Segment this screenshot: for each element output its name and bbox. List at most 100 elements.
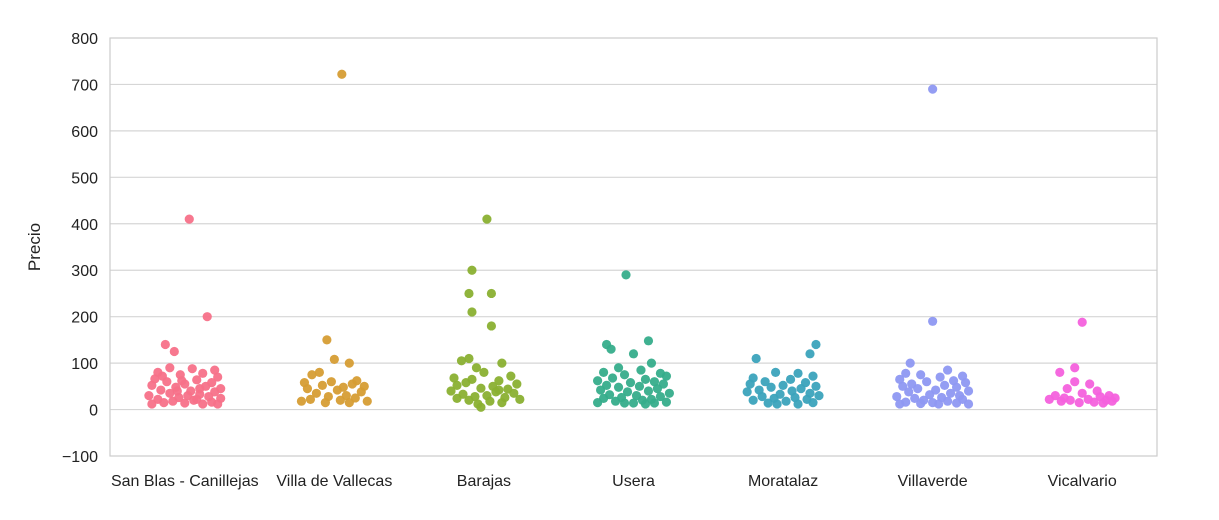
data-point — [661, 371, 672, 381]
data-point — [159, 397, 169, 408]
data-point — [625, 378, 636, 388]
data-point — [960, 378, 971, 388]
data-point — [649, 398, 660, 408]
grid-lines — [110, 83, 1157, 411]
data-point — [643, 336, 654, 346]
data-point — [643, 386, 654, 396]
y-tick-label: 600 — [71, 124, 98, 141]
data-point — [494, 385, 504, 395]
data-point — [192, 394, 202, 404]
data-point — [916, 398, 926, 409]
data-point — [607, 373, 618, 383]
data-point — [213, 372, 223, 382]
data-points — [144, 69, 1120, 412]
data-point — [910, 393, 920, 404]
y-tick-label: 100 — [71, 356, 98, 373]
data-point — [664, 388, 674, 398]
data-point — [636, 365, 646, 375]
data-point — [1070, 377, 1080, 387]
data-point — [184, 214, 194, 224]
data-point — [485, 396, 495, 406]
data-point — [934, 399, 944, 409]
data-point — [640, 374, 651, 384]
data-point — [356, 387, 366, 397]
data-point — [905, 358, 915, 368]
data-point — [147, 399, 157, 409]
data-point — [943, 365, 953, 375]
data-point — [344, 358, 354, 368]
data-point — [311, 388, 322, 398]
data-point — [646, 358, 657, 368]
data-point — [598, 367, 609, 377]
data-point — [652, 384, 663, 394]
data-point — [1062, 384, 1072, 394]
x-tick-labels: San Blas - Canillejas Villa de Vallecas Ba… — [111, 473, 1117, 490]
x-tick-label: Usera — [612, 473, 655, 490]
y-tick-label: 200 — [71, 310, 98, 327]
data-point — [943, 396, 953, 406]
data-point — [895, 399, 905, 409]
data-point — [497, 397, 507, 408]
data-point — [192, 375, 202, 385]
data-point — [338, 382, 348, 392]
data-point — [742, 387, 752, 397]
data-point — [628, 349, 639, 359]
data-point — [808, 397, 818, 408]
data-point — [347, 379, 357, 389]
data-point — [1077, 317, 1087, 327]
data-point — [467, 265, 477, 275]
data-point — [172, 386, 182, 396]
x-tick-label: Villaverde — [898, 473, 968, 490]
data-point — [1098, 398, 1108, 408]
data-point — [506, 371, 516, 381]
data-point — [452, 393, 462, 404]
data-point — [177, 376, 187, 386]
data-point — [467, 374, 477, 384]
data-point — [928, 84, 938, 94]
data-point — [1089, 397, 1099, 407]
data-point — [497, 358, 507, 368]
data-point — [1074, 397, 1084, 408]
data-point — [1055, 367, 1065, 377]
data-point — [157, 371, 167, 381]
data-point — [337, 69, 347, 79]
y-tick-label: −100 — [62, 449, 98, 466]
data-point — [901, 368, 911, 378]
data-point — [963, 399, 974, 409]
data-point — [476, 383, 486, 393]
data-point — [805, 349, 815, 359]
data-point — [935, 372, 945, 382]
data-point — [512, 379, 522, 389]
data-point — [766, 382, 776, 392]
data-point — [892, 391, 902, 402]
data-point — [482, 214, 492, 224]
data-point — [916, 370, 926, 380]
data-point — [760, 377, 770, 387]
data-point — [326, 377, 336, 387]
data-point — [613, 382, 624, 392]
data-point — [515, 394, 525, 404]
data-point — [928, 316, 938, 326]
data-point — [811, 339, 821, 350]
data-point — [1056, 396, 1066, 406]
data-point — [320, 397, 330, 408]
data-point — [464, 353, 474, 364]
data-point — [305, 394, 316, 404]
data-point — [180, 398, 190, 408]
data-point — [456, 356, 467, 366]
data-point — [940, 380, 950, 391]
data-point — [169, 346, 179, 357]
data-point — [796, 384, 806, 394]
data-point — [619, 370, 630, 380]
data-point — [628, 398, 639, 408]
data-point — [963, 386, 974, 396]
data-point — [622, 387, 633, 397]
data-point — [471, 363, 482, 373]
data-point — [634, 381, 645, 391]
data-point — [751, 353, 761, 364]
y-tick-label: 0 — [89, 403, 98, 420]
data-point — [922, 377, 932, 387]
data-point — [147, 380, 157, 391]
data-point — [479, 367, 489, 377]
